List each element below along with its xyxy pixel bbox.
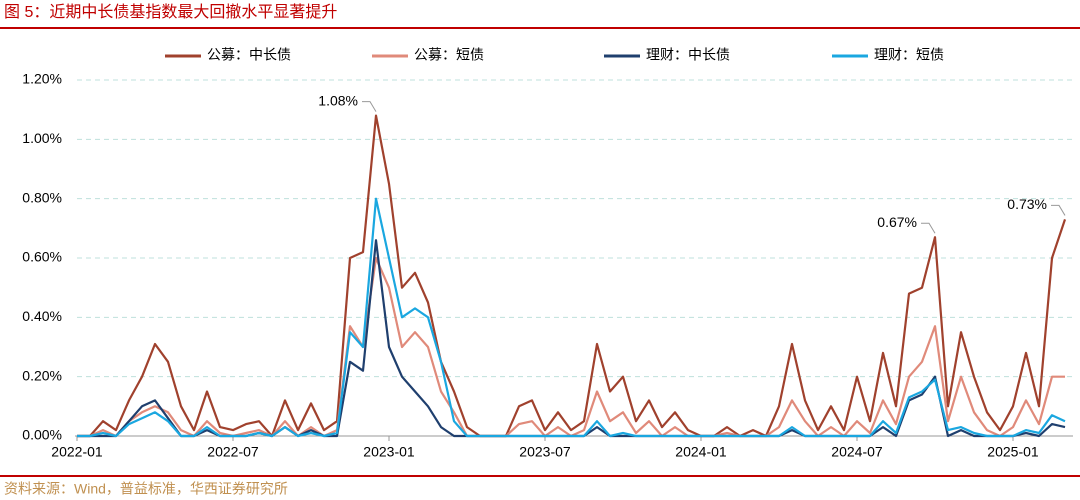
y-tick-label: 1.20%: [22, 71, 62, 87]
y-tick-label: 0.60%: [22, 249, 62, 265]
label-leader: [921, 222, 936, 234]
legend-label: 理财：短债: [874, 47, 944, 63]
legend-label: 理财：中长债: [646, 47, 730, 63]
series-line: [77, 197, 1066, 438]
series-line: [77, 256, 1065, 438]
x-tick-label: 2024-07: [831, 444, 883, 460]
label-leader: [1051, 204, 1066, 216]
label-leader: [362, 101, 377, 112]
x-tick-label: 2025-01: [987, 444, 1039, 460]
y-tick-label: 0.00%: [22, 427, 62, 443]
data-label: 0.67%: [877, 214, 917, 230]
data-label: 1.08%: [318, 92, 358, 108]
series-line: [77, 239, 1066, 438]
x-tick-label: 2022-01: [51, 444, 103, 460]
y-tick-label: 0.80%: [22, 189, 62, 205]
source: 资料来源：Wind，普益标准，华西证券研究所: [4, 481, 288, 497]
x-tick-label: 2023-01: [363, 444, 415, 460]
y-tick-label: 0.40%: [22, 308, 62, 324]
data-label: 0.73%: [1007, 196, 1047, 212]
x-tick-label: 2024-01: [675, 444, 727, 460]
chart-title: 图 5：近期中长债基指数最大回撤水平显著提升: [4, 3, 337, 21]
series-line: [77, 114, 1067, 438]
y-tick-label: 1.00%: [22, 130, 62, 146]
x-tick-label: 2023-07: [519, 444, 571, 460]
y-tick-label: 0.20%: [22, 367, 62, 383]
legend-label: 公募：短债: [414, 47, 484, 63]
legend-label: 公募：中长债: [207, 47, 291, 63]
x-tick-label: 2022-07: [207, 444, 259, 460]
